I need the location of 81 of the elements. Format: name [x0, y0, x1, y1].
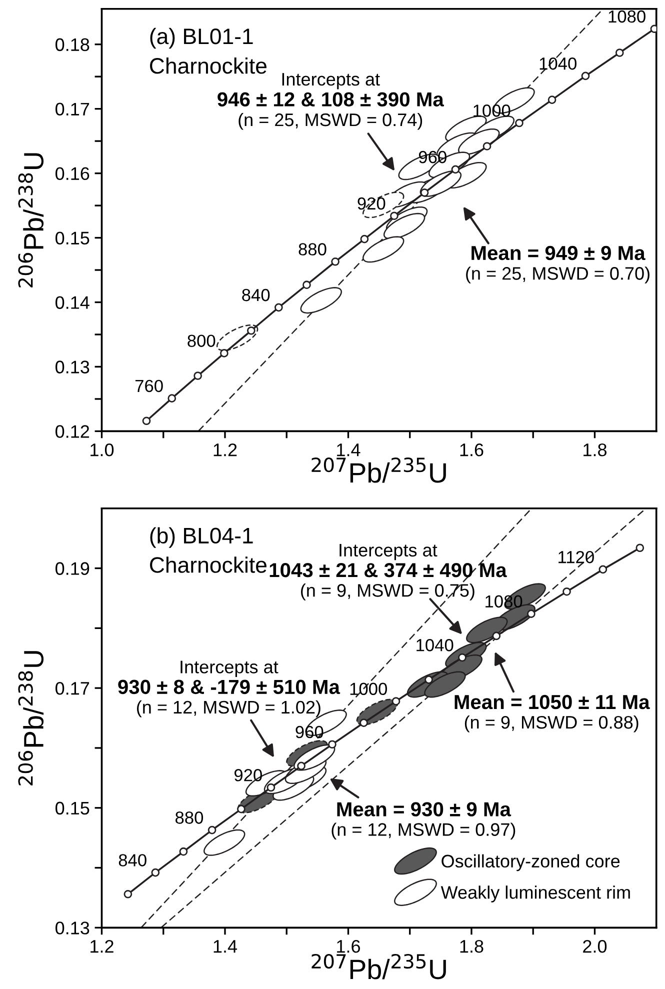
point: [360, 718, 368, 727]
point: [297, 762, 306, 770]
text: Charnockite: [150, 556, 266, 573]
y-tick-label: 0.13: [56, 360, 90, 374]
point: [451, 165, 460, 174]
point: [492, 632, 501, 640]
point: [168, 394, 176, 402]
point: [562, 587, 571, 596]
x-tick-label: 2.0: [583, 940, 607, 953]
point: [142, 416, 151, 426]
y-tick-label: 0.13: [56, 922, 90, 934]
y-axis-title: $^{206}$Pb/$^{238}$U: [18, 651, 44, 786]
annotation: Mean = 949 ± 9 Ma (n = 25, MSWD = 0.70): [466, 246, 650, 284]
x-tick-label: 1.4: [214, 940, 238, 953]
annotation: Mean = 930 ± 9 Ma (n = 12, MSWD = 0.97): [332, 802, 516, 840]
y-axis-title: $^{206}$Pb/$^{238}$U: [18, 153, 44, 288]
point: [615, 48, 624, 57]
text: (a) BL01-1: [150, 28, 253, 49]
y-tick-label: 0.16: [56, 167, 90, 180]
point: [237, 804, 246, 814]
point: [208, 826, 216, 834]
legend-label: Oscillatory-zoned core: [442, 854, 620, 872]
x-tick-label: 1.8: [460, 940, 484, 953]
point: [390, 212, 398, 220]
annotation: 800: [188, 334, 216, 347]
x-tick-label: 1.8: [584, 443, 606, 456]
x-tick-label: 1.2: [214, 443, 237, 456]
point: [151, 868, 160, 877]
annotation: 840: [118, 854, 146, 866]
point: [458, 653, 466, 662]
point: [392, 697, 400, 706]
annotation: Mean = 1050 ± 11 Ma (n = 9, MSWD = 0.88): [454, 694, 650, 732]
point: [220, 349, 228, 358]
annotation: 760: [135, 380, 163, 392]
point: [266, 783, 276, 792]
x-axis-title: $^{207}$Pb/$^{235}$U: [312, 954, 446, 980]
x-axis-title: $^{207}$Pb/$^{235}$U: [312, 457, 446, 483]
point: [194, 372, 202, 380]
point: [548, 96, 556, 104]
point: [247, 326, 256, 335]
annotation: 840: [242, 288, 270, 302]
point: [274, 303, 283, 312]
annotation: 880: [176, 812, 204, 824]
legend-label: Weakly luminescent rim: [440, 886, 630, 902]
point: [331, 257, 340, 266]
point: [360, 234, 369, 244]
y-tick-label: 0.15: [56, 232, 90, 245]
point: [581, 72, 590, 80]
point: [482, 142, 492, 150]
y-tick-label: 0.19: [56, 562, 90, 575]
y-tick-label: 0.15: [56, 802, 90, 815]
y-tick-label: 0.17: [56, 682, 90, 695]
point: [636, 544, 644, 552]
point: [179, 847, 188, 856]
y-tick-label: 0.17: [56, 102, 90, 116]
annotation: 1040: [416, 639, 454, 652]
annotation: 1000: [350, 682, 387, 696]
point: [424, 676, 433, 684]
annotation: 920: [358, 197, 386, 210]
x-tick-label: 1.6: [337, 940, 360, 953]
annotation: Intercepts at 930 ± 8 & -179 ± 510 Ma (n = 12, MSWD = 1.02): [118, 660, 340, 718]
annotation: 1040: [540, 57, 576, 70]
y-tick-label: 0.14: [56, 296, 90, 309]
point: [328, 740, 336, 749]
point: [124, 890, 132, 898]
point: [598, 565, 608, 574]
text: Charnockite: [150, 57, 266, 74]
x-tick-label: 1.2: [90, 940, 114, 953]
point: [515, 118, 524, 128]
y-tick-label: 0.12: [56, 425, 90, 438]
y-tick-label: 0.18: [56, 38, 90, 52]
annotation: 880: [298, 243, 326, 256]
x-tick-label: 1.4: [337, 444, 360, 456]
point: [527, 610, 536, 618]
text: (b) BL04-1: [150, 527, 253, 548]
annotation: 920: [234, 769, 262, 782]
point: [302, 280, 311, 290]
x-tick-label: 1.0: [90, 443, 114, 456]
x-tick-label: 1.6: [460, 443, 484, 456]
annotation: 1080: [608, 10, 646, 23]
annotation: Intercepts at 946 ± 12 & 108 ± 390 Ma (n = 25, MSWD = 0.74): [218, 73, 444, 130]
